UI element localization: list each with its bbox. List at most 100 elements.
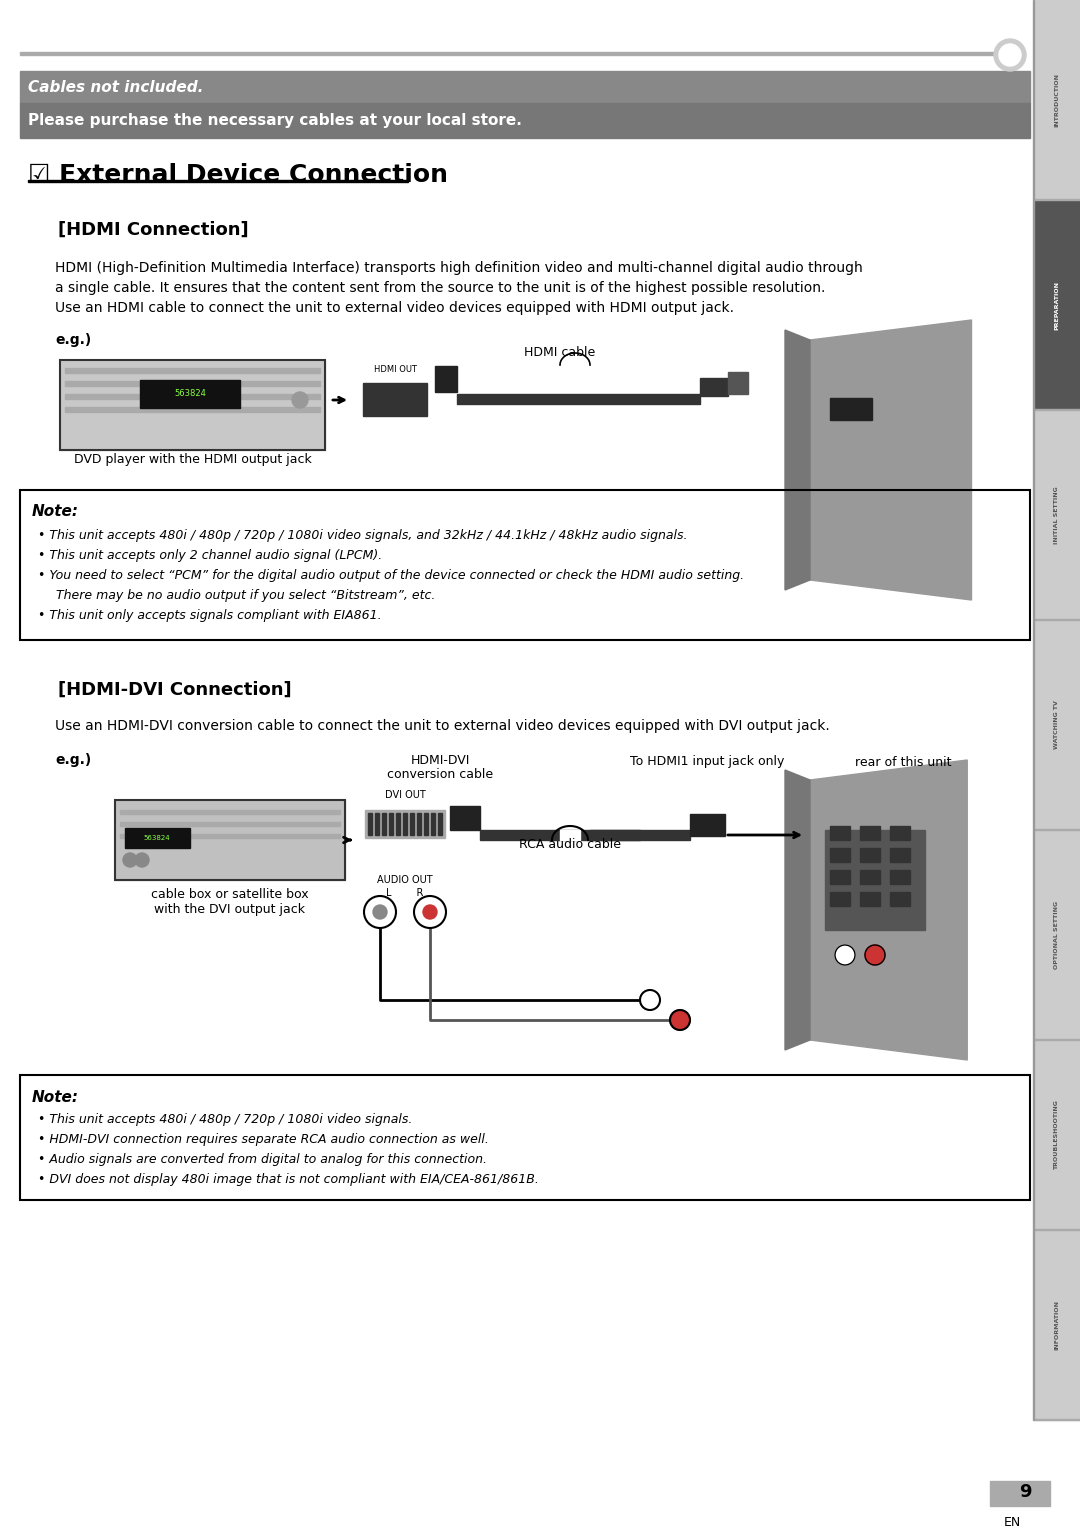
Bar (114, 800, 345, 881)
Bar (382, 813, 386, 835)
Bar (990, 1482, 1050, 1506)
Bar (21, 1074, 1030, 1199)
Text: OPTIONAL SETTING: OPTIONAL SETTING (1054, 900, 1059, 969)
Text: INITIAL SETTING: INITIAL SETTING (1054, 487, 1059, 543)
Text: WATCHING TV: WATCHING TV (1054, 700, 1059, 749)
Bar (355, 360, 435, 438)
Text: e.g.): e.g.) (55, 333, 91, 346)
Text: [HDMI Connection]: [HDMI Connection] (58, 221, 248, 240)
Text: Cables not included.: Cables not included. (28, 79, 203, 95)
Text: 563824: 563824 (174, 389, 206, 398)
Text: HDMI OUT: HDMI OUT (374, 366, 417, 374)
Bar (360, 784, 450, 850)
Text: To HDMI1 input jack only: To HDMI1 input jack only (630, 755, 784, 769)
Text: INFORMATION: INFORMATION (1054, 1300, 1059, 1351)
Circle shape (414, 896, 446, 928)
Bar (365, 810, 445, 838)
Bar (1034, 0, 1080, 200)
Text: Note:: Note: (32, 1090, 79, 1105)
Bar (728, 372, 748, 394)
Bar (450, 806, 480, 830)
Circle shape (865, 945, 885, 964)
Circle shape (670, 1010, 690, 1030)
Text: TROUBLESHOOTING: TROUBLESHOOTING (1054, 1100, 1059, 1170)
Text: PREPARATION: PREPARATION (1054, 281, 1059, 330)
Text: AUDIO OUT: AUDIO OUT (377, 874, 433, 885)
Bar (403, 813, 407, 835)
Bar (65, 394, 320, 398)
Bar (438, 813, 442, 835)
Bar (389, 813, 393, 835)
Text: DVI OUT: DVI OUT (384, 790, 426, 800)
Bar (21, 102, 1030, 137)
Polygon shape (810, 760, 968, 1061)
Text: with the DVI output jack: with the DVI output jack (154, 903, 306, 917)
Bar (1034, 410, 1080, 620)
Bar (1034, 620, 1080, 830)
Bar (860, 848, 880, 862)
Bar (825, 830, 924, 929)
Bar (480, 830, 640, 839)
Text: Use an HDMI cable to connect the unit to external video devices equipped with HD: Use an HDMI cable to connect the unit to… (55, 301, 734, 314)
Bar (368, 813, 372, 835)
Circle shape (640, 990, 660, 1010)
Text: HDMI (High-Definition Multimedia Interface) transports high definition video and: HDMI (High-Definition Multimedia Interfa… (55, 261, 863, 275)
Bar (375, 813, 379, 835)
Bar (590, 830, 690, 839)
Text: • You need to select “PCM” for the digital audio output of the device connected : • You need to select “PCM” for the digit… (38, 569, 744, 581)
Text: INTRODUCTION: INTRODUCTION (1054, 73, 1059, 127)
Circle shape (999, 44, 1021, 66)
Bar (890, 826, 910, 839)
Bar (65, 407, 320, 412)
Bar (1034, 830, 1080, 1041)
Bar (690, 813, 725, 836)
Bar (363, 383, 427, 417)
Text: ☑ External Device Connection: ☑ External Device Connection (28, 163, 448, 188)
Text: cable box or satellite box: cable box or satellite box (151, 888, 309, 902)
Text: [HDMI-DVI Connection]: [HDMI-DVI Connection] (58, 681, 292, 699)
Bar (561, 830, 580, 839)
Text: L        R: L R (387, 888, 423, 897)
Circle shape (423, 905, 437, 919)
Bar (890, 848, 910, 862)
Bar (431, 813, 435, 835)
Bar (21, 52, 1025, 55)
Bar (125, 829, 190, 848)
Bar (700, 378, 728, 397)
Text: HDMI-DVI: HDMI-DVI (410, 754, 470, 766)
Bar (417, 813, 421, 835)
Bar (114, 800, 345, 881)
Text: • This unit accepts only 2 channel audio signal (LPCM).: • This unit accepts only 2 channel audio… (38, 548, 382, 562)
Circle shape (364, 896, 396, 928)
Text: conversion cable: conversion cable (387, 768, 494, 780)
Text: EN: EN (1003, 1515, 1021, 1526)
Text: • This unit accepts 480i / 480p / 720p / 1080i video signals.: • This unit accepts 480i / 480p / 720p /… (38, 1112, 413, 1126)
Text: rear of this unit: rear of this unit (855, 334, 951, 346)
Bar (457, 394, 700, 404)
Text: 9: 9 (1018, 1483, 1031, 1502)
Bar (355, 870, 455, 945)
Text: Use an HDMI-DVI conversion cable to connect the unit to external video devices e: Use an HDMI-DVI conversion cable to conn… (55, 719, 829, 732)
Text: Please purchase the necessary cables at your local store.: Please purchase the necessary cables at … (28, 113, 522, 128)
Bar (860, 870, 880, 884)
Bar (890, 870, 910, 884)
Text: There may be no audio output if you select “Bitstream”, etc.: There may be no audio output if you sele… (48, 589, 435, 601)
Bar (60, 360, 325, 450)
Text: e.g.): e.g.) (55, 752, 91, 768)
Text: Note:: Note: (32, 505, 79, 519)
Bar (831, 826, 850, 839)
Bar (1034, 1041, 1080, 1230)
Text: • Audio signals are converted from digital to analog for this connection.: • Audio signals are converted from digit… (38, 1152, 487, 1166)
Bar (65, 382, 320, 386)
Bar (831, 848, 850, 862)
Circle shape (373, 905, 387, 919)
Bar (120, 835, 340, 838)
Circle shape (292, 392, 308, 407)
Bar (65, 368, 320, 372)
Bar (140, 380, 240, 407)
Bar (60, 360, 325, 450)
Polygon shape (785, 771, 810, 1050)
Bar (410, 813, 414, 835)
Bar (860, 893, 880, 906)
Text: DVD player with the HDMI output jack: DVD player with the HDMI output jack (73, 453, 311, 467)
